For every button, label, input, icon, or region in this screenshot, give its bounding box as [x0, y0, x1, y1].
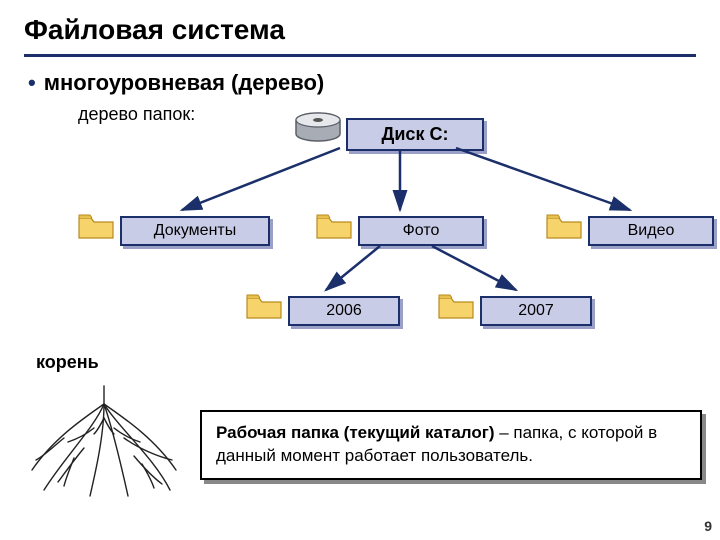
folder-icon	[78, 212, 114, 240]
bullet-text: многоуровневая (дерево)	[44, 70, 325, 95]
definition-box: Рабочая папка (текущий каталог) – папка,…	[200, 410, 702, 480]
folder-icon	[246, 292, 282, 320]
bullet-line: •многоуровневая (дерево)	[28, 70, 324, 96]
node-photo: Фото	[358, 216, 484, 246]
node-video: Видео	[588, 216, 714, 246]
node-2007: 2007	[480, 296, 592, 326]
folder-icon	[546, 212, 582, 240]
root-label: корень	[36, 352, 99, 373]
disk-icon	[294, 112, 342, 148]
node-docs: Документы	[120, 216, 270, 246]
definition-term: Рабочая папка (текущий каталог)	[216, 423, 495, 442]
node-2006: 2006	[288, 296, 400, 326]
page-title: Файловая система	[24, 14, 285, 46]
page-number: 9	[704, 518, 712, 534]
title-rule	[24, 54, 696, 57]
folder-icon	[316, 212, 352, 240]
node-disk: Диск C:	[346, 118, 484, 151]
folder-icon	[438, 292, 474, 320]
root-drawing-icon	[24, 378, 184, 498]
subtitle: дерево папок:	[78, 104, 195, 125]
